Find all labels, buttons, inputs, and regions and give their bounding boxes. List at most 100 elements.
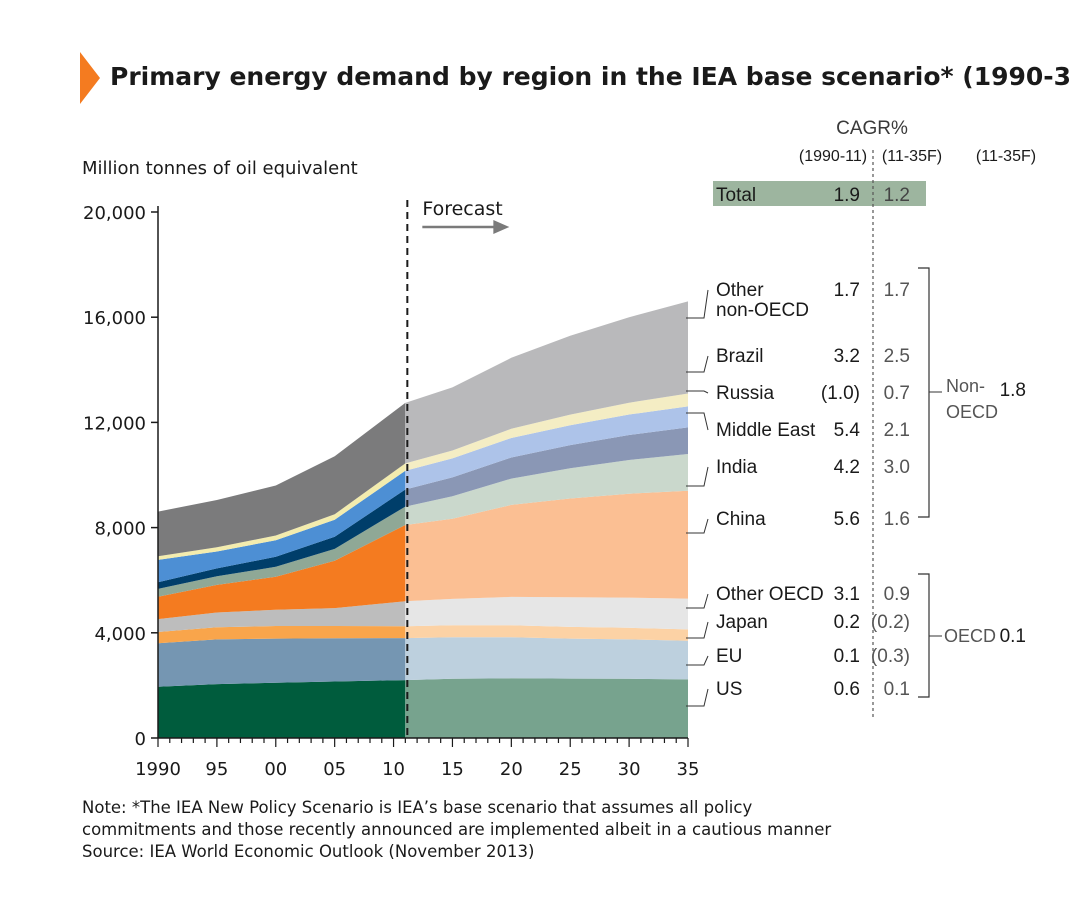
- y-tick-label: 16,000: [83, 308, 146, 329]
- connector-other-oecd: [686, 593, 709, 609]
- row-v1-japan: 0.2: [834, 612, 860, 633]
- x-tick-label: 00: [264, 759, 287, 780]
- x-tick-label: 1990: [135, 759, 181, 780]
- row-v1-us: 0.6: [834, 679, 860, 700]
- chart-title: Primary energy demand by region in the I…: [110, 62, 1069, 91]
- area-middle-east-historical: [158, 489, 406, 589]
- area-us-historical: [158, 680, 406, 738]
- stacked-areas: [158, 301, 688, 738]
- row-label-eu: EU: [716, 646, 742, 667]
- y-tick-label: 4,000: [94, 624, 146, 645]
- row-v1-india: 4.2: [834, 457, 860, 478]
- connector-china: [686, 518, 709, 534]
- x-tick-label: 15: [441, 759, 464, 780]
- row-v2-japan: (0.2): [871, 612, 910, 633]
- x-tick-label: 05: [323, 759, 346, 780]
- non-oecd-bracket: [918, 267, 930, 518]
- row-v1-brazil: 3.2: [834, 346, 860, 367]
- area-china-historical: [158, 525, 406, 620]
- total-label: Total: [716, 185, 756, 206]
- total-row-bg: [713, 181, 926, 206]
- forecast-arrow-icon: [493, 220, 510, 234]
- row-label-other-oecd: Other OECD: [716, 584, 824, 605]
- row-v2-us: 0.1: [884, 679, 910, 700]
- row-label-china: China: [716, 509, 766, 530]
- row-label-brazil: Brazil: [716, 346, 764, 367]
- row-v1-eu: 0.1: [834, 646, 860, 667]
- forecast-label: Forecast: [422, 198, 502, 220]
- area-japan-historical: [158, 626, 406, 644]
- forecast-marker: Forecast: [406, 198, 510, 738]
- y-tick-label: 20,000: [83, 203, 146, 224]
- note-line-1: Note: *The IEA New Policy Scenario is IE…: [82, 798, 753, 817]
- y-axis-label: Million tonnes of oil equivalent: [82, 158, 358, 179]
- connector-other: [686, 289, 709, 319]
- non-oecd-label-2: OECD: [946, 402, 998, 422]
- total-v1: 1.9: [834, 185, 860, 206]
- row-v1-middle-east: 5.4: [834, 420, 861, 441]
- area-other-oecd-historical: [158, 601, 406, 632]
- row-label-other-2: non-OECD: [716, 300, 809, 321]
- row-v1-other-oecd: 3.1: [834, 584, 860, 605]
- area-other-non-oecd-forecast: [405, 301, 688, 464]
- non-oecd-value: 1.8: [1000, 380, 1026, 401]
- note-line-2: commitments and those recently announced…: [82, 820, 832, 839]
- area-russia-historical: [158, 470, 406, 583]
- x-tick-label: 30: [618, 759, 641, 780]
- col3-header: (11-35F): [976, 148, 1036, 165]
- row-label-other: Other: [716, 280, 764, 301]
- area-middle-east-forecast: [405, 427, 688, 507]
- col2-header: (11-35F): [882, 148, 942, 165]
- area-india-forecast: [405, 454, 688, 525]
- non-oecd-label: Non-: [946, 376, 985, 396]
- x-tick-label: 25: [559, 759, 582, 780]
- area-other-non-oecd-historical: [158, 402, 406, 557]
- total-v2: 1.2: [884, 185, 910, 206]
- connector-us: [686, 688, 709, 707]
- area-eu-forecast: [405, 637, 688, 681]
- area-china-forecast: [405, 490, 688, 602]
- oecd-value: 0.1: [1000, 626, 1026, 647]
- area-brazil-forecast: [405, 393, 688, 471]
- y-tick-label: 0: [135, 729, 146, 750]
- row-v1-russia: (1.0): [821, 383, 860, 404]
- source-line: Source: IEA World Economic Outlook (Nove…: [82, 842, 535, 861]
- area-us-forecast: [405, 678, 688, 738]
- connector-japan: [686, 621, 709, 639]
- area-russia-forecast: [405, 406, 688, 490]
- area-india-historical: [158, 506, 406, 597]
- cagr-heading: CAGR%: [836, 118, 908, 139]
- row-v2-india: 3.0: [884, 457, 910, 478]
- row-v2-other: 1.7: [884, 280, 910, 301]
- row-label-middle-east: Middle East: [716, 420, 816, 441]
- row-v2-eu: (0.3): [871, 646, 910, 667]
- orange-arrow-icon: [80, 52, 100, 104]
- row-label-russia: Russia: [716, 383, 775, 404]
- x-tick-label: 10: [382, 759, 405, 780]
- row-label-japan: Japan: [716, 612, 768, 633]
- area-japan-forecast: [405, 625, 688, 641]
- row-v2-china: 1.6: [884, 509, 910, 530]
- row-v1-china: 5.6: [834, 509, 860, 530]
- col1-header: (1990-11): [799, 148, 867, 165]
- row-v2-other-oecd: 0.9: [884, 584, 910, 605]
- connector-brazil: [686, 355, 709, 373]
- area-eu-historical: [158, 638, 406, 687]
- x-tick-label: 20: [500, 759, 523, 780]
- connector-russia: [686, 390, 709, 394]
- row-v1-other: 1.7: [834, 280, 860, 301]
- x-tick-label: 95: [205, 759, 228, 780]
- y-tick-label: 12,000: [83, 413, 146, 434]
- oecd-label: OECD: [944, 626, 996, 646]
- connector-india: [686, 466, 709, 487]
- cagr-table: CAGR% (1990-11) (11-35F) (11-35F) Total 1.9 1.…: [686, 118, 1036, 720]
- area-other-oecd-forecast: [405, 596, 688, 630]
- row-v2-russia: 0.7: [884, 383, 910, 404]
- row-label-india: India: [716, 457, 758, 478]
- notes: Note: *The IEA New Policy Scenario is IE…: [82, 797, 831, 863]
- oecd-bracket: [918, 573, 930, 698]
- row-label-us: US: [716, 679, 742, 700]
- axes: 0 4,000 8,000 12,000 16,000 20,000 1990 95 00 05 1…: [83, 203, 699, 780]
- connector-eu: [686, 655, 709, 666]
